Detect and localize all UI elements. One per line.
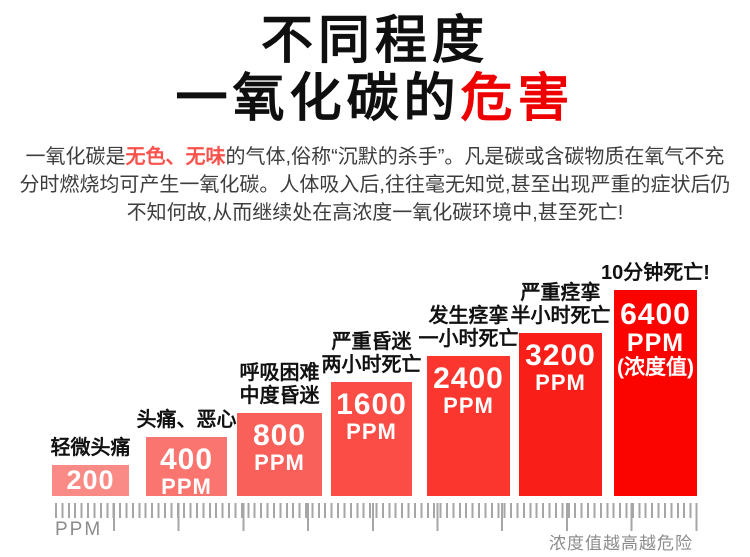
bar-label-800ppm: 呼吸困难 中度昏迷: [239, 362, 320, 407]
bar-unit: PPM: [254, 450, 305, 475]
bar-unit: PPM: [535, 370, 586, 395]
bar-group-2400ppm: 发生痉挛 一小时死亡 2400 PPM: [419, 305, 519, 496]
bar-label-3200ppm: 严重痉挛 半小时死亡: [510, 282, 611, 327]
axis-ticks-long: [55, 503, 698, 531]
title-line-2: 一氧化碳的危害: [0, 70, 750, 128]
bar-6400ppm: 6400 PPM (浓度值): [614, 290, 697, 496]
bar-unit: PPM: [346, 419, 397, 444]
bar-label-2400ppm: 发生痉挛 一小时死亡: [418, 305, 519, 350]
bar-group-800ppm: 呼吸困难 中度昏迷 800 PPM: [237, 362, 322, 496]
bar-group-6400ppm: 10分钟死亡! 6400 PPM (浓度值): [601, 262, 710, 496]
x-axis-ruler: [55, 503, 698, 533]
bar-3200ppm: 3200 PPM: [519, 333, 602, 496]
bar-note: (浓度值): [617, 356, 694, 380]
bar-label-200ppm: 轻微头痛: [50, 437, 131, 459]
intro-paragraph: 一氧化碳是无色、无味的气体,俗称“沉默的杀手”。凡是碳或含碳物质在氧气不充分时燃…: [19, 143, 731, 227]
bar-400ppm: 400 PPM: [146, 437, 227, 499]
intro-part2: 的气体,俗称“沉默的杀手”。凡是碳或含碳物质在氧气不充分时燃烧均可产生一氧化碳。…: [19, 146, 731, 224]
bar-unit: PPM: [443, 393, 494, 418]
bar-value: 200: [66, 465, 115, 495]
bar-2400ppm: 2400 PPM: [427, 356, 510, 496]
bar-value: 3200: [525, 339, 596, 372]
bar-value: 1600: [336, 388, 407, 421]
title-line-1: 不同程度: [260, 12, 489, 70]
bar-1600ppm: 1600 PPM: [331, 382, 412, 496]
axis-label-ppm: PPM: [55, 519, 103, 540]
bar-value: 2400: [433, 362, 504, 395]
axis-label-danger-note: 浓度值越高越危险: [549, 534, 693, 553]
bar-label-6400ppm: 10分钟死亡!: [601, 262, 710, 284]
bar-group-400ppm: 头痛、恶心 400 PPM: [137, 409, 237, 499]
intro-part1: 一氧化碳是: [25, 146, 126, 168]
bar-group-200ppm: 轻微头痛 200: [51, 437, 131, 496]
bar-label-1600ppm: 严重昏迷 两小时死亡: [321, 331, 422, 376]
bar-200ppm: 200: [52, 465, 129, 496]
bar-unit: PPM: [161, 474, 212, 499]
bar-800ppm: 800 PPM: [237, 413, 322, 496]
bar-group-3200ppm: 严重痉挛 半小时死亡 3200 PPM: [511, 282, 611, 496]
bar-unit: PPM: [626, 329, 685, 357]
bar-value: 400: [159, 443, 214, 476]
bar-group-1600ppm: 严重昏迷 两小时死亡 1600 PPM: [322, 331, 422, 496]
title-line2-prefix: 一氧化碳的: [175, 70, 461, 128]
bar-label-400ppm: 头痛、恶心: [136, 409, 237, 431]
intro-highlight: 无色、无味: [125, 146, 226, 168]
title-highlight: 危害: [460, 70, 575, 128]
page-title: 不同程度 一氧化碳的危害: [0, 12, 750, 128]
bar-value: 6400: [620, 298, 691, 331]
bar-value: 800: [252, 419, 307, 452]
